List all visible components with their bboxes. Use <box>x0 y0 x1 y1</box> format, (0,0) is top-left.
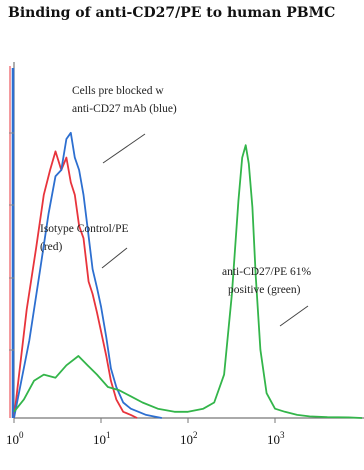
series-line-3 <box>13 144 363 419</box>
x-tick-label-1: 101 <box>93 430 111 447</box>
chart-title: Binding of anti-CD27/PE to human PBMC <box>8 5 336 21</box>
annotation-blue-line2: anti-CD27 mAb (blue) <box>72 103 177 115</box>
annotation-blue-line1: Cells pre blocked w <box>72 85 164 97</box>
annotation-green-line2: positive (green) <box>228 284 301 296</box>
annotation-red-pointer <box>101 247 128 269</box>
y-tick-marks <box>9 132 14 351</box>
series-line-2 <box>13 131 162 419</box>
annotation-green-line1: anti-CD27/PE 61% <box>222 266 312 278</box>
x-tick-label-3: 103 <box>267 430 285 447</box>
annotation-green-pointer <box>279 305 309 327</box>
annotation-blue-pointer <box>102 133 146 164</box>
x-ticks: 100 101 102 103 <box>6 418 285 447</box>
annotation-red-line1: Isotype Control/PE <box>40 223 129 235</box>
annotation-red-line2: (red) <box>40 241 63 253</box>
series-line-1 <box>13 150 138 419</box>
x-tick-label-2: 102 <box>180 430 198 447</box>
series-layer <box>13 131 363 419</box>
x-tick-label-0: 100 <box>6 430 24 447</box>
